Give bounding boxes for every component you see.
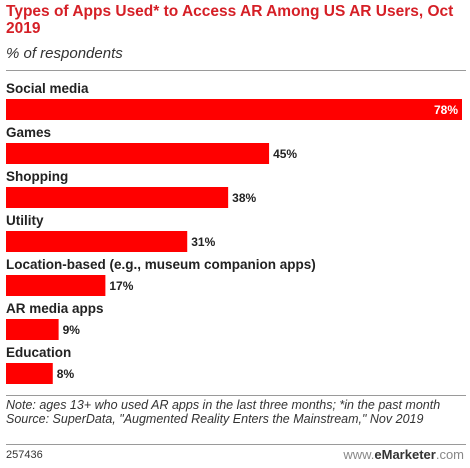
category-label: Games <box>6 125 51 140</box>
brand-prefix: www. <box>343 447 375 462</box>
value-label: 38% <box>232 191 256 205</box>
bar <box>6 99 462 120</box>
bar <box>6 231 188 252</box>
category-label: Utility <box>6 213 44 228</box>
chart-title: Types of Apps Used* to Access AR Among U… <box>6 3 454 37</box>
category-label: Location-based (e.g., museum companion a… <box>6 257 316 272</box>
bar <box>6 319 59 340</box>
footnote: Note: ages 13+ who used AR apps in the l… <box>6 398 466 426</box>
source-text: Source: SuperData, "Augmented Reality En… <box>6 411 424 426</box>
bar <box>6 187 229 208</box>
value-label: 31% <box>191 235 215 249</box>
brand-logo: www.eMarketer.com <box>343 447 464 462</box>
category-label: Social media <box>6 81 89 96</box>
category-label: Education <box>6 345 71 360</box>
footer-divider <box>6 444 466 445</box>
note-text: Note: ages 13+ who used AR apps in the l… <box>6 398 441 412</box>
category-label: Shopping <box>6 169 68 184</box>
chart-id: 257436 <box>6 449 43 461</box>
category-label: AR media apps <box>6 301 104 316</box>
value-label: 9% <box>63 323 81 337</box>
value-label: 45% <box>273 147 297 161</box>
value-label: 17% <box>109 279 133 293</box>
chart-subtitle: % of respondents <box>6 45 123 62</box>
value-label: 78% <box>434 103 458 117</box>
top-divider <box>6 70 466 71</box>
bar <box>6 143 270 164</box>
value-label: 8% <box>57 367 75 381</box>
brand-name: eMarketer <box>374 447 436 462</box>
bar <box>6 275 106 296</box>
bar-chart: Social media 78% Games 45% Shopping 38% Utilit… <box>6 81 462 384</box>
brand-suffix: .com <box>435 447 464 462</box>
bar <box>6 363 53 384</box>
bottom-divider <box>6 395 466 396</box>
